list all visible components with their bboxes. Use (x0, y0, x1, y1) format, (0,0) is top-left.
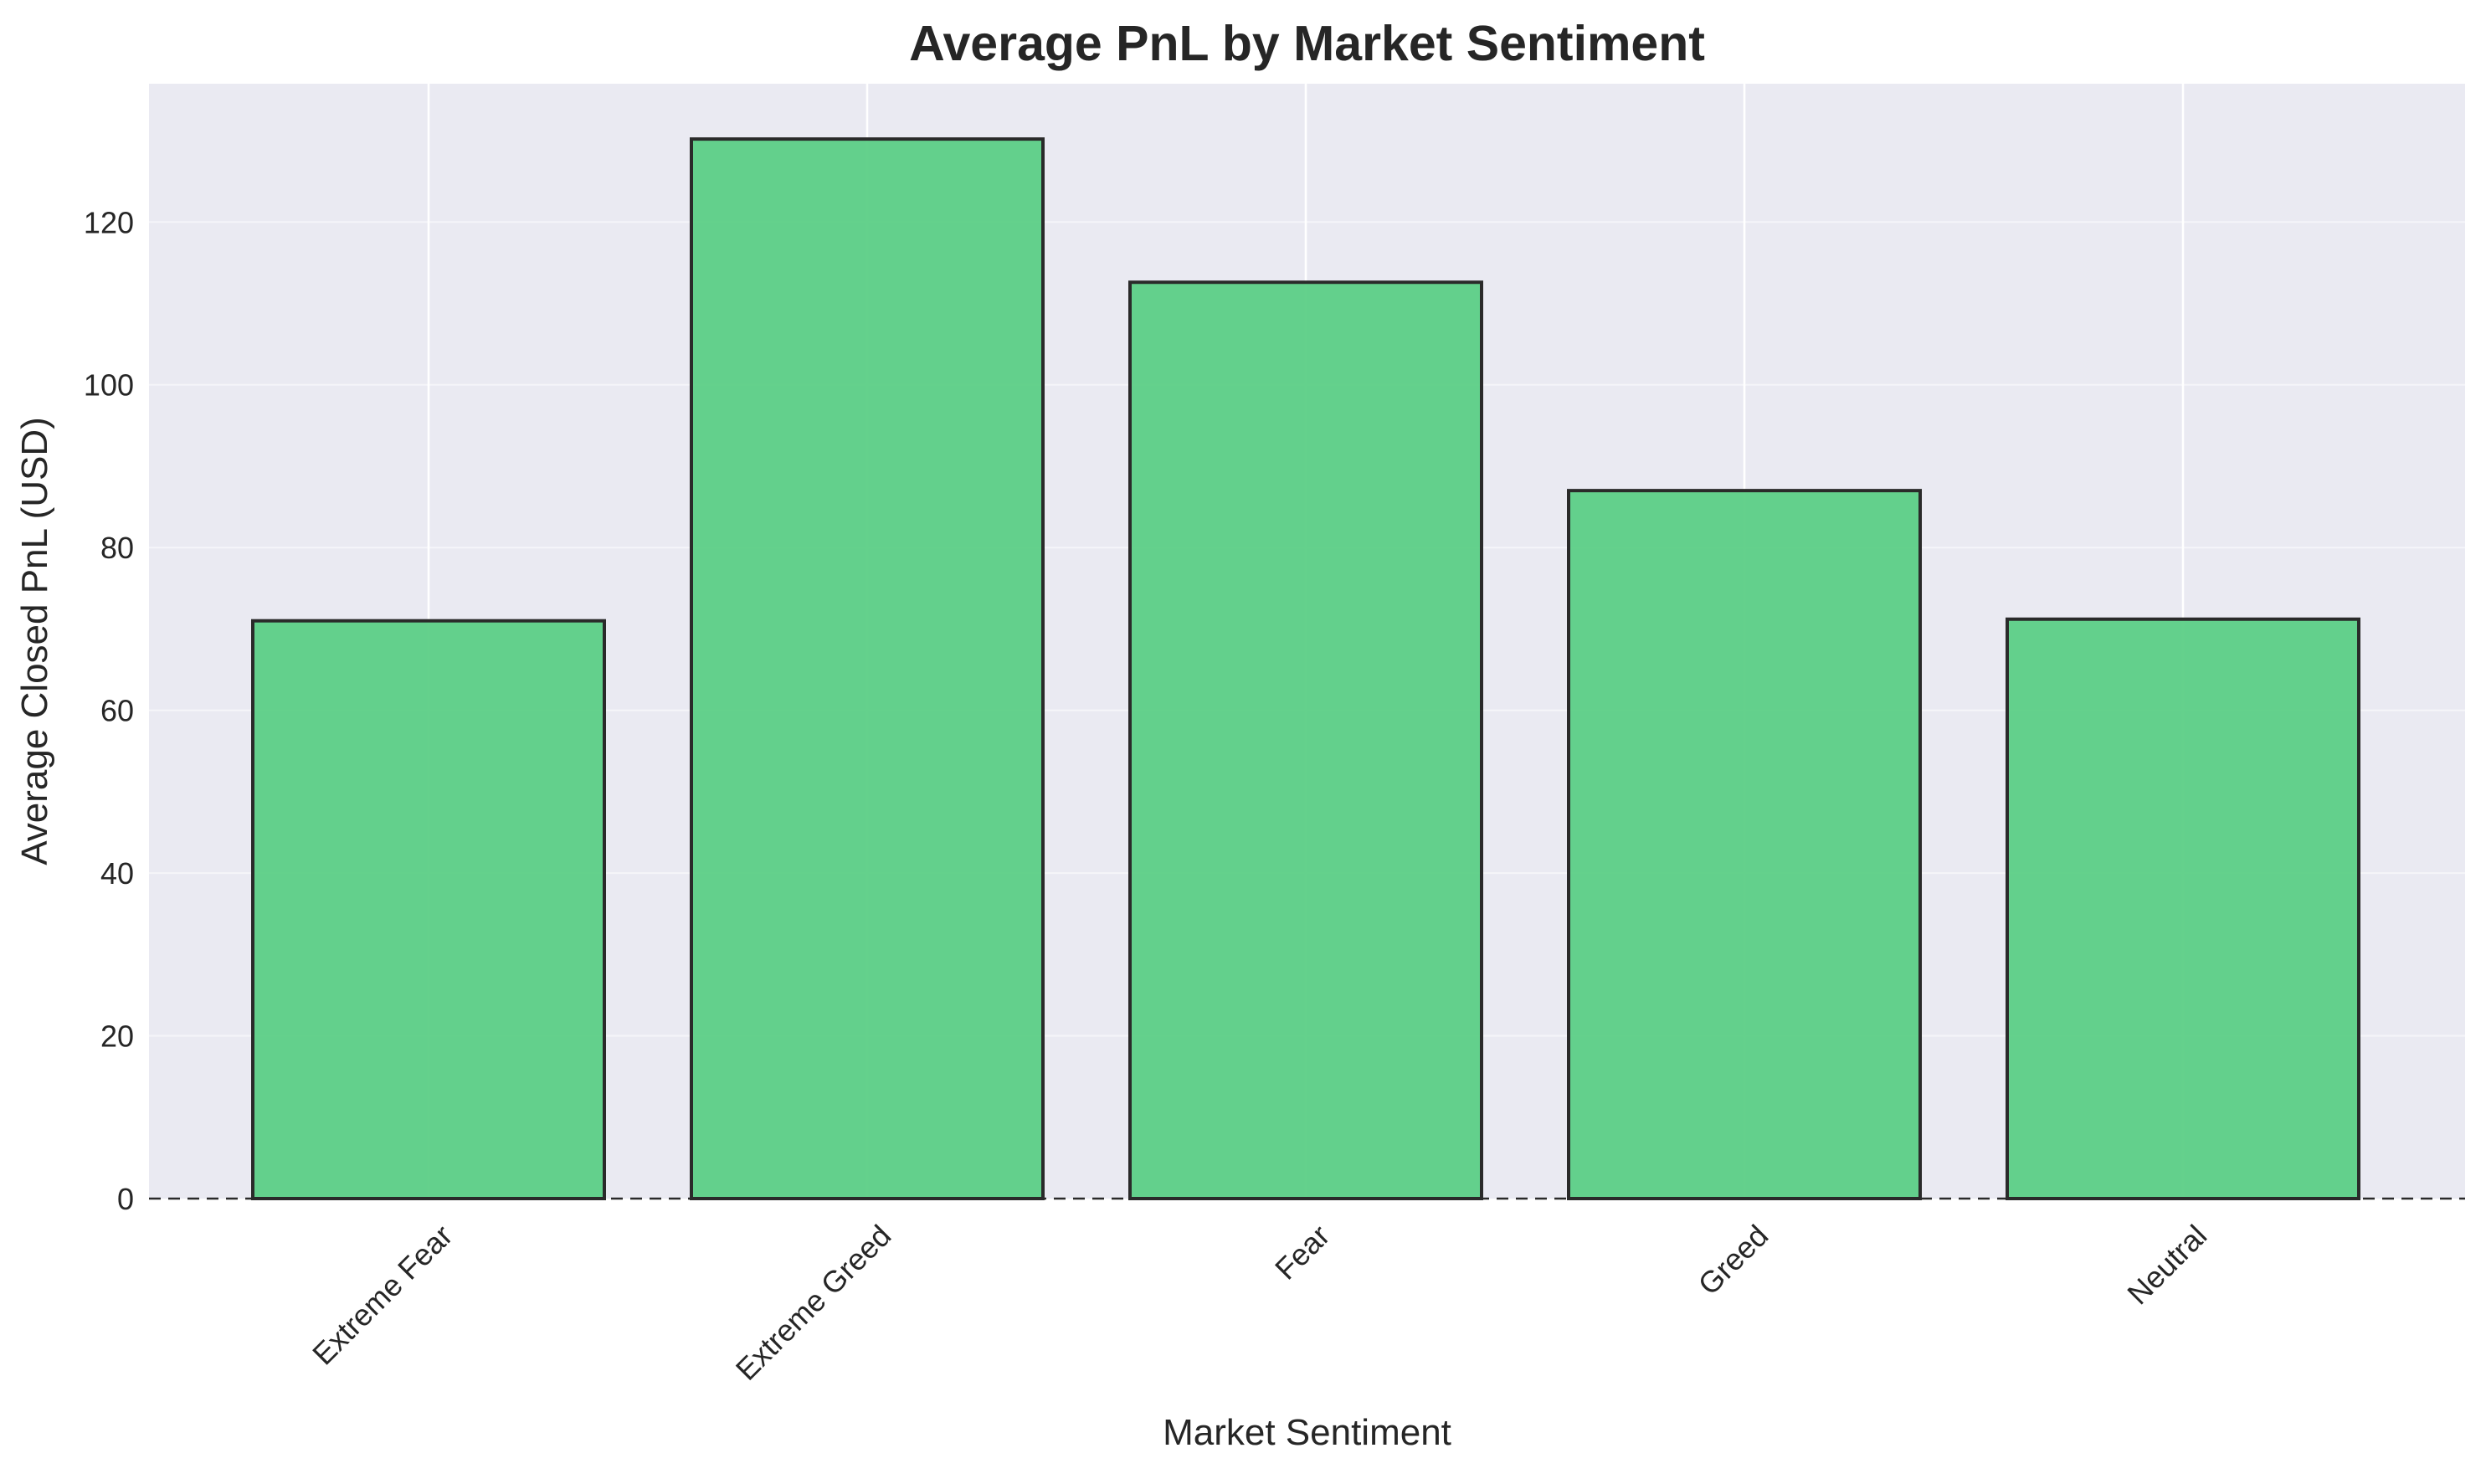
x-tick-label: Extreme Fear (306, 1218, 459, 1371)
x-tick-label: Extreme Greed (729, 1218, 898, 1387)
y-axis-ticks: 0 20 40 60 80 100 120 (84, 205, 134, 1216)
chart-title: Average PnL by Market Sentiment (909, 16, 1705, 71)
y-axis-label: Average Closed PnL (USD) (14, 417, 55, 865)
x-tick-label: Greed (1692, 1218, 1775, 1302)
bar-extreme-greed (690, 137, 1045, 1200)
bars (251, 137, 2360, 1200)
bar-fear (1128, 280, 1483, 1200)
x-axis-ticks: Extreme Fear Extreme Greed Fear Greed Neutra… (306, 1218, 2213, 1387)
y-tick-label: 0 (117, 1182, 134, 1216)
x-axis-label: Market Sentiment (1163, 1412, 1451, 1453)
bar-greed (1567, 489, 1922, 1200)
bar-neutral (2006, 617, 2360, 1200)
y-tick-label: 60 (100, 694, 134, 728)
x-tick-label: Neutral (2120, 1218, 2213, 1311)
y-tick-label: 40 (100, 856, 134, 891)
y-tick-label: 20 (100, 1019, 134, 1054)
y-tick-label: 100 (84, 368, 134, 403)
bar-extreme-fear (251, 619, 606, 1200)
y-tick-label: 80 (100, 531, 134, 565)
x-tick-label: Fear (1268, 1218, 1336, 1286)
y-tick-label: 120 (84, 205, 134, 239)
